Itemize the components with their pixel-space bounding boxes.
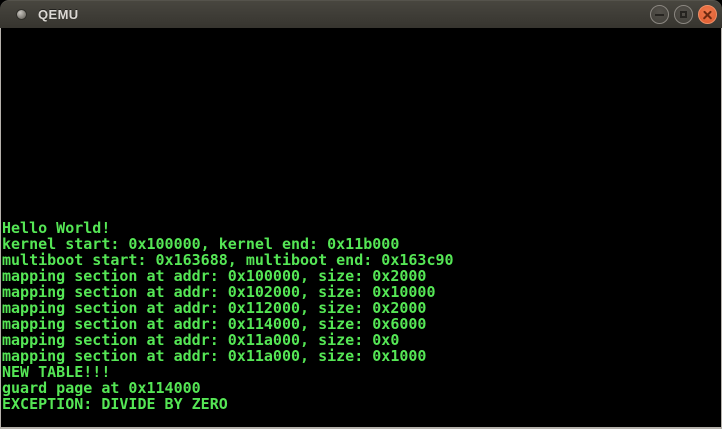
window-controls	[650, 5, 717, 24]
maximize-icon	[680, 11, 687, 18]
terminal-line: mapping section at addr: 0x112000, size:…	[2, 299, 427, 317]
window-menu-icon	[16, 9, 27, 20]
maximize-button[interactable]	[674, 5, 693, 24]
terminal-line: guard page at 0x114000	[2, 379, 201, 397]
terminal-line: kernel start: 0x100000, kernel end: 0x11…	[2, 235, 400, 253]
terminal-line: NEW TABLE!!!	[2, 363, 111, 381]
terminal-line: mapping section at addr: 0x11a000, size:…	[2, 331, 400, 349]
terminal-line: mapping section at addr: 0x102000, size:…	[2, 283, 436, 301]
close-button[interactable]	[698, 5, 717, 24]
terminal-line: Hello World!	[2, 219, 111, 237]
titlebar[interactable]: QEMU	[0, 0, 722, 28]
terminal-line: mapping section at addr: 0x11a000, size:…	[2, 347, 427, 365]
window-title: QEMU	[38, 7, 79, 22]
close-icon	[702, 9, 713, 20]
vm-display[interactable]: Hello World! kernel start: 0x100000, kern…	[0, 28, 722, 429]
terminal-line: mapping section at addr: 0x114000, size:…	[2, 315, 427, 333]
minimize-button[interactable]	[650, 5, 669, 24]
terminal-line: multiboot start: 0x163688, multiboot end…	[2, 251, 454, 269]
terminal-line: EXCEPTION: DIVIDE BY ZERO	[2, 395, 228, 413]
minimize-icon	[655, 13, 664, 16]
terminal-line: mapping section at addr: 0x100000, size:…	[2, 267, 427, 285]
